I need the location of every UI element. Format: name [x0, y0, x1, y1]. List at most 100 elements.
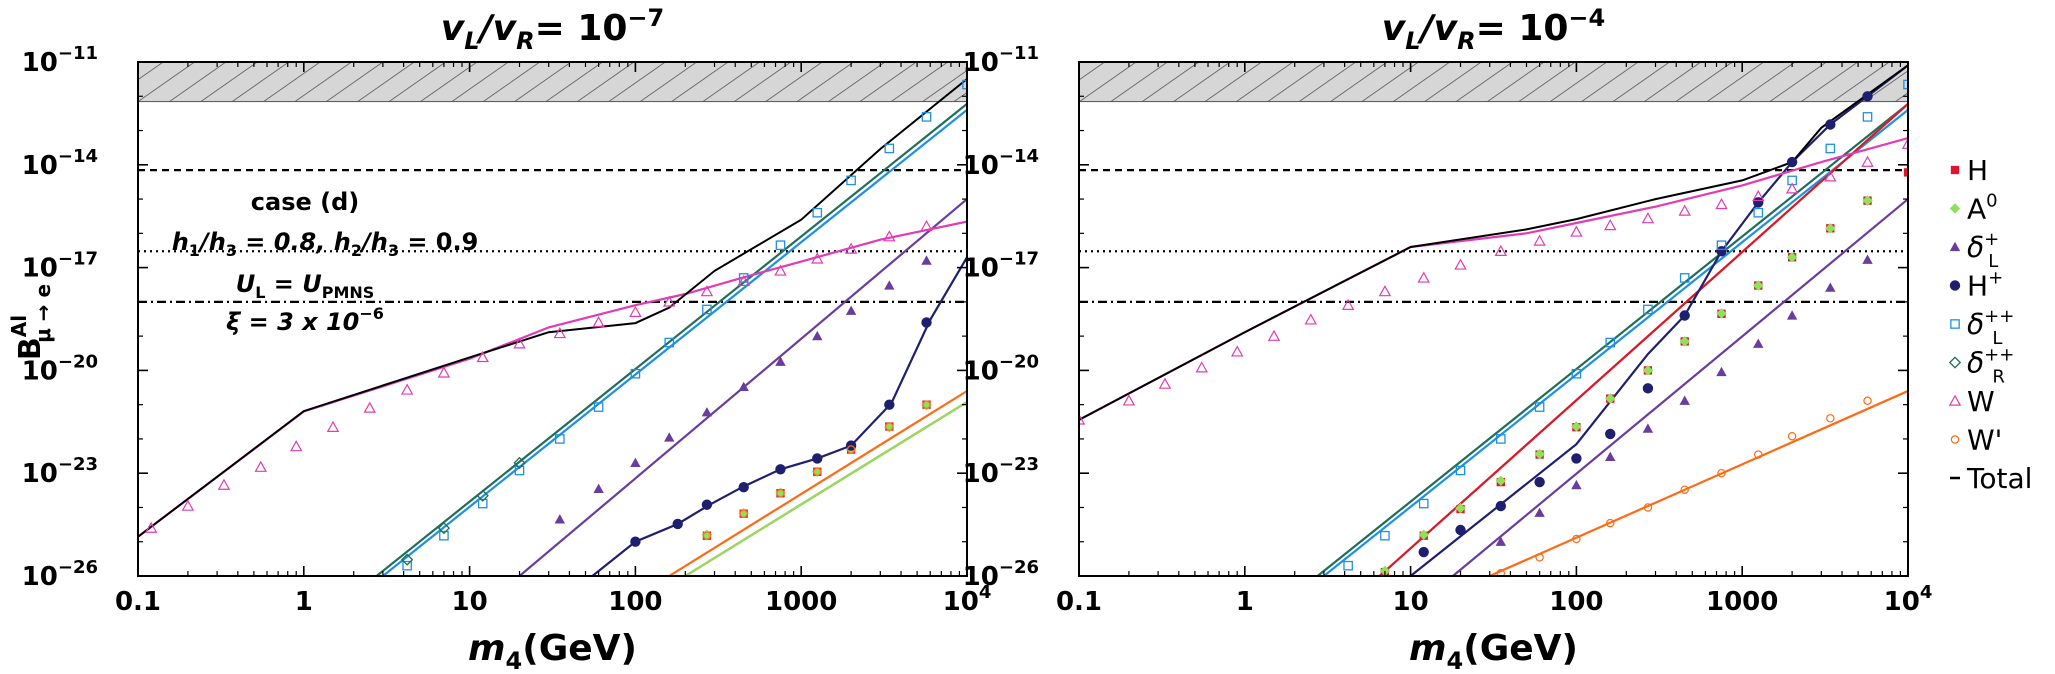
marker-W [1494, 244, 1508, 257]
legend-item-deltaLpp: δ++ L [1950, 306, 2014, 349]
marker-W [476, 350, 489, 363]
marker-W [217, 478, 231, 490]
x-tick-label: 100 [1549, 587, 1603, 617]
marker-deltaLplus [812, 330, 823, 341]
series-line-H [1378, 103, 1908, 576]
marker-Hplus [1642, 383, 1654, 394]
legend-label: W' [1967, 424, 2002, 457]
marker-deltaLplus [1495, 536, 1507, 546]
marker-A0 [1379, 565, 1391, 576]
series-line-Total [1079, 64, 1908, 421]
legend-marker [1948, 356, 1962, 369]
marker-W [1341, 298, 1355, 310]
x-tick-label: 0.1 [115, 587, 161, 617]
x-tick-label: 100 [608, 587, 662, 617]
marker-deltaRpp [476, 489, 489, 502]
marker-deltaLpp [477, 498, 488, 509]
marker-A0 [1825, 223, 1836, 234]
marker-W [1454, 258, 1467, 270]
marker-W [1861, 155, 1874, 167]
marker-deltaLpp [1605, 337, 1616, 348]
marker-W [1230, 345, 1244, 357]
marker-Wp [1680, 485, 1689, 494]
legend-label: H+ [1967, 268, 2003, 303]
plot-frame [1078, 61, 1909, 577]
marker-Hplus [775, 464, 786, 475]
marker-Hplus [1825, 119, 1836, 130]
annotation-block: case (d) h1/h3 = 0.8, h2/h3 = 0.9 UL = UPM… [172, 188, 479, 336]
marker-Hplus [1716, 246, 1727, 257]
marker-deltaLpp [439, 530, 449, 541]
marker-deltaLplus [1571, 479, 1582, 490]
marker-Wp [739, 509, 748, 518]
marker-deltaLpp [514, 465, 525, 476]
marker-W [629, 305, 642, 317]
marker-deltaLpp [1418, 498, 1429, 509]
legend-label: δ+ L [1967, 229, 1999, 272]
x-tick-label: 1000 [765, 587, 837, 617]
svg-text:BAlμ → e: BAlμ → e [7, 284, 55, 360]
legend-item-deltaLplus: δ+ L [1949, 229, 1999, 272]
marker-H [1903, 168, 1908, 177]
marker-A0 [701, 529, 713, 540]
legend-label: δ++ L [1967, 306, 2014, 349]
marker-deltaLpp [1455, 465, 1466, 476]
marker-Hplus [701, 499, 713, 510]
marker-Hplus [630, 536, 641, 547]
annotation-ratios: h1/h3 = 0.8, h2/h3 = 0.9 [172, 228, 479, 260]
marker-W [663, 295, 676, 307]
marker-Wp [1535, 553, 1544, 562]
marker-W [844, 242, 858, 254]
legend: H A0δ+ LH+δ++ Lδ++ RW W' Total [1948, 154, 2032, 495]
marker-deltaLpp [1753, 207, 1764, 218]
marker-Hplus [884, 399, 895, 410]
marker-deltaLpp [775, 240, 786, 251]
marker-deltaLplus [1605, 451, 1616, 462]
annotation-xi: ξ = 3 x 10−6 [226, 304, 384, 336]
marker-W [363, 401, 376, 413]
marker-deltaLpp [962, 79, 967, 90]
marker-deltaLplus [845, 305, 857, 315]
marker-Hplus [1679, 310, 1690, 321]
marker-Wp [813, 467, 822, 477]
marker-W [811, 252, 824, 264]
marker-Wp [1754, 450, 1763, 459]
marker-deltaLpp [554, 434, 565, 444]
marker-deltaLplus [1679, 395, 1690, 405]
marker-A0 [1716, 308, 1727, 319]
marker-Wp [1826, 414, 1835, 423]
marker-A0 [921, 400, 932, 411]
chart-title: vL/vR= 10−7 [441, 4, 664, 55]
series-line-deltaLpp [1323, 109, 1908, 576]
y-tick-label: 10−20 [22, 351, 98, 386]
y-axis-label: BAlμ → e [7, 284, 55, 360]
marker-W [1824, 170, 1837, 182]
marker-deltaLplus [921, 255, 932, 265]
marker-Hplus [1862, 91, 1873, 102]
chart-title: vL/vR= 10−4 [1382, 4, 1605, 55]
marker-W [1122, 394, 1136, 406]
marker-Wp [1863, 396, 1872, 406]
marker-W [1785, 182, 1799, 194]
marker-W [883, 230, 896, 242]
marker-W [553, 326, 567, 339]
marker-deltaLpp [702, 304, 712, 315]
marker-A0 [1418, 529, 1429, 540]
legend-item-W: W [1948, 385, 1995, 418]
series-line-Total [138, 78, 967, 538]
series-line-Hplus [1409, 64, 1908, 576]
marker-W [1604, 219, 1617, 231]
annotation-case: case (d) [251, 188, 359, 216]
marker-Hplus [1605, 428, 1616, 440]
marker-W [1570, 225, 1583, 237]
marker-A0 [1571, 421, 1582, 432]
marker-Hplus [1495, 500, 1507, 512]
marker-deltaLplus [1825, 282, 1836, 292]
marker-W [774, 264, 787, 276]
x-tick-label: 104 [1884, 582, 1933, 617]
legend-marker [1949, 203, 1961, 214]
marker-W [1417, 271, 1430, 283]
series-line-Wp [1489, 389, 1908, 576]
x-tick-label: 1 [1236, 587, 1254, 617]
marker-A0 [1495, 475, 1507, 487]
